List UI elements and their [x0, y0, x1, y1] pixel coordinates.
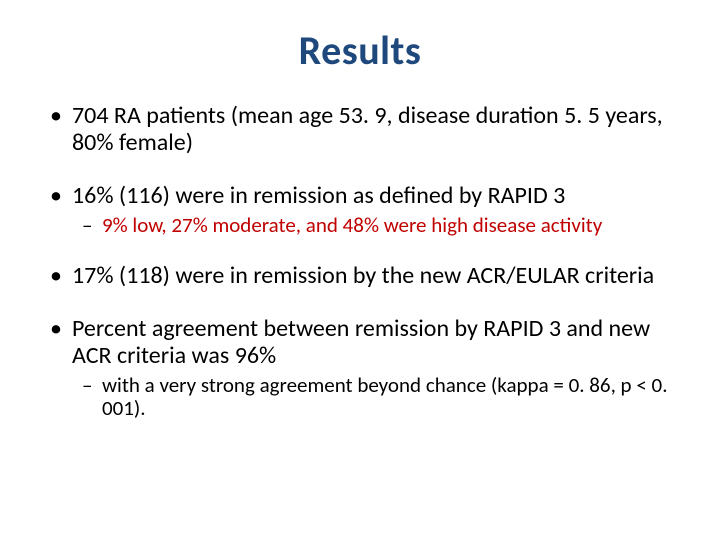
bullet-list: 704 RA patients (mean age 53. 9, disease… [44, 103, 680, 421]
bullet-item: 17% (118) were in remission by the new A… [44, 263, 680, 290]
slide-title: Results [40, 26, 680, 75]
bullet-text: 704 RA patients (mean age 53. 9, disease… [72, 101, 663, 157]
sub-bullet-list: with a very strong agreement beyond chan… [78, 374, 680, 421]
bullet-item: 16% (116) were in remission as defined b… [44, 183, 680, 237]
sub-bullet-text: with a very strong agreement beyond chan… [102, 372, 668, 422]
sub-bullet-text: 9% low, 27% moderate, and 48% were high … [102, 212, 602, 238]
bullet-text: 16% (116) were in remission as defined b… [72, 181, 565, 210]
slide: Results 704 RA patients (mean age 53. 9,… [0, 0, 720, 540]
bullet-text: 17% (118) were in remission by the new A… [72, 261, 654, 290]
sub-bullet-item: 9% low, 27% moderate, and 48% were high … [78, 214, 680, 238]
bullet-item: 704 RA patients (mean age 53. 9, disease… [44, 103, 680, 157]
bullet-item: Percent agreement between remission by R… [44, 316, 680, 421]
sub-bullet-list: 9% low, 27% moderate, and 48% were high … [78, 214, 680, 238]
bullet-text: Percent agreement between remission by R… [72, 314, 650, 370]
sub-bullet-item: with a very strong agreement beyond chan… [78, 374, 680, 421]
